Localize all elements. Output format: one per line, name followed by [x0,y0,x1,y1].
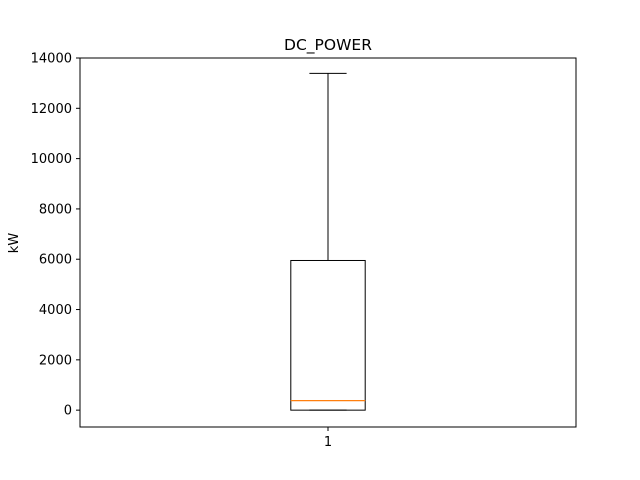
y-tick-label: 2000 [39,353,72,368]
y-tick-label: 14000 [31,52,72,67]
y-axis-ticks: 0 2000 4000 6000 8000 10000 12000 14000 [31,52,80,419]
y-tick-label: 0 [64,404,72,419]
x-axis-ticks: 1 [324,427,332,450]
box-series [290,72,366,411]
y-axis-label: kW [7,233,22,254]
x-tick-label: 1 [324,435,332,450]
y-tick-label: 10000 [31,152,72,167]
chart-title: DC_POWER [284,36,372,55]
y-tick-label: 12000 [31,102,72,117]
y-tick-label: 4000 [39,303,72,318]
y-tick-label: 8000 [39,202,72,217]
box [290,259,366,411]
plot-frame [79,57,577,428]
y-tick-label: 6000 [39,253,72,268]
